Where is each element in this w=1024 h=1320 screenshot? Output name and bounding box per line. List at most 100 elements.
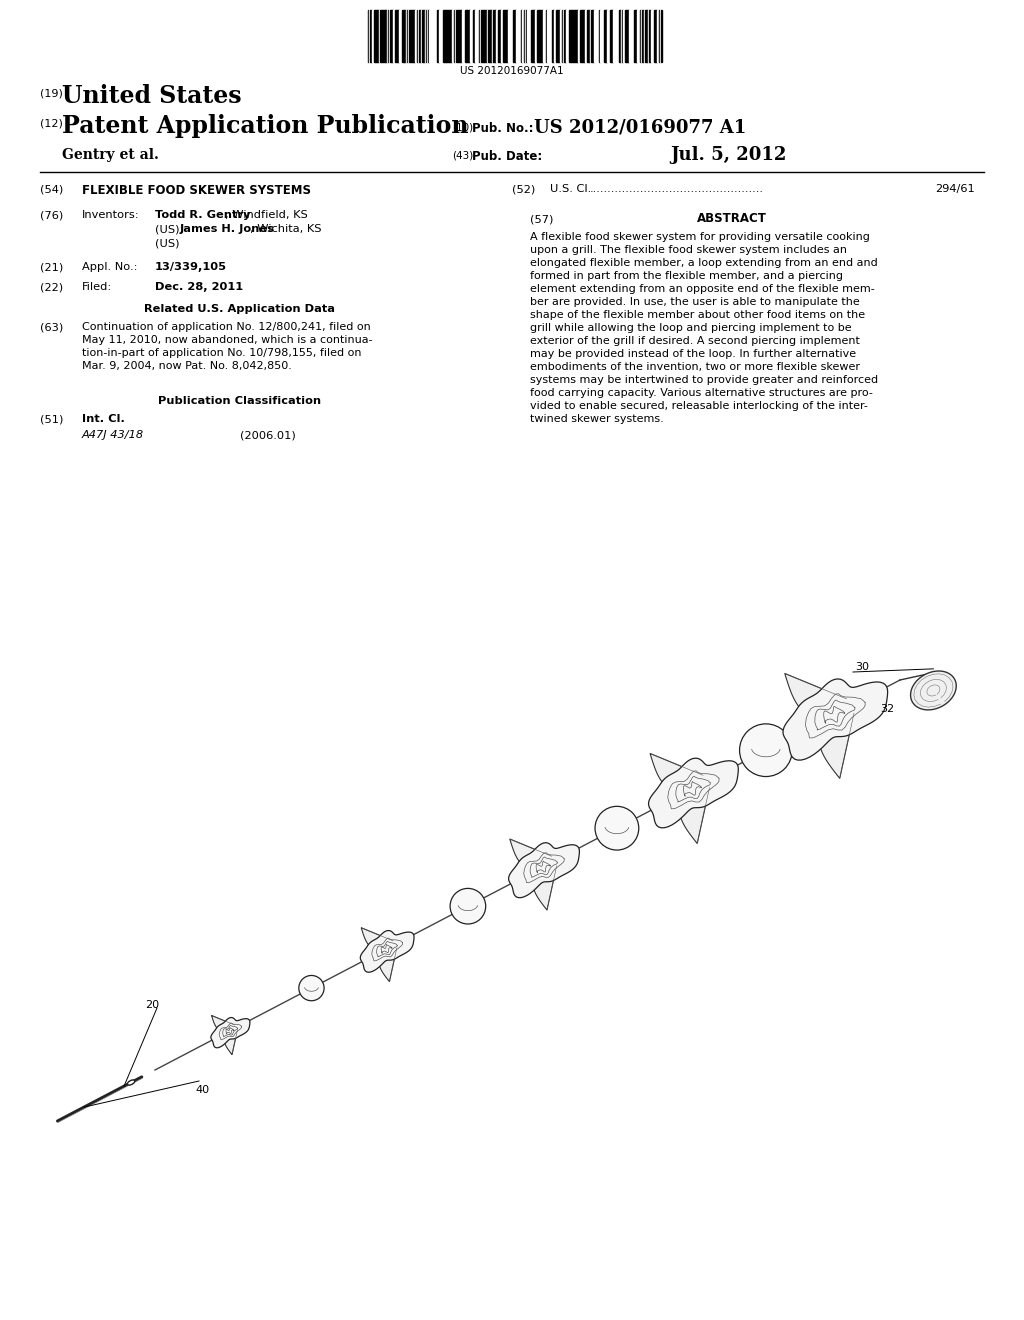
Circle shape: [595, 807, 639, 850]
Bar: [527, 11, 530, 62]
Bar: [519, 11, 521, 62]
Text: 294/61: 294/61: [935, 183, 975, 194]
Text: grill while allowing the loop and piercing implement to be: grill while allowing the loop and pierci…: [530, 323, 852, 333]
Bar: [645, 11, 647, 62]
Text: (51): (51): [40, 414, 63, 424]
Bar: [396, 11, 398, 62]
Text: 13/339,105: 13/339,105: [155, 261, 227, 272]
Text: May 11, 2010, now abandoned, which is a continua-: May 11, 2010, now abandoned, which is a …: [82, 335, 373, 345]
Text: elongated flexible member, a loop extending from an end and: elongated flexible member, a loop extend…: [530, 257, 878, 268]
Bar: [583, 11, 585, 62]
Circle shape: [451, 888, 485, 924]
Text: , Wichita, KS: , Wichita, KS: [250, 224, 322, 234]
Text: Dec. 28, 2011: Dec. 28, 2011: [155, 282, 243, 292]
Text: FLEXIBLE FOOD SKEWER SYSTEMS: FLEXIBLE FOOD SKEWER SYSTEMS: [82, 183, 311, 197]
Text: Jul. 5, 2012: Jul. 5, 2012: [670, 147, 786, 164]
Text: (52): (52): [512, 183, 536, 194]
Bar: [642, 11, 644, 62]
Text: Pub. No.:: Pub. No.:: [472, 121, 534, 135]
Bar: [651, 11, 654, 62]
Bar: [566, 11, 568, 62]
Text: may be provided instead of the loop. In further alternative: may be provided instead of the loop. In …: [530, 348, 856, 359]
Text: US 20120169077A1: US 20120169077A1: [460, 66, 564, 77]
Polygon shape: [379, 945, 397, 982]
Text: (54): (54): [40, 183, 63, 194]
Bar: [489, 11, 490, 62]
Bar: [517, 11, 519, 62]
Text: Patent Application Publication: Patent Application Publication: [62, 114, 469, 139]
Polygon shape: [819, 708, 855, 779]
Text: (2006.01): (2006.01): [240, 430, 296, 440]
Text: (19): (19): [40, 88, 62, 98]
Bar: [573, 11, 575, 62]
Bar: [429, 11, 431, 62]
Bar: [449, 11, 452, 62]
Text: (63): (63): [40, 322, 63, 333]
Text: exterior of the grill if desired. A second piercing implement: exterior of the grill if desired. A seco…: [530, 337, 860, 346]
Text: Related U.S. Application Data: Related U.S. Application Data: [144, 304, 336, 314]
Text: United States: United States: [62, 84, 242, 108]
Text: element extending from an opposite end of the flexible mem-: element extending from an opposite end o…: [530, 284, 874, 294]
Bar: [587, 11, 590, 62]
Bar: [482, 11, 484, 62]
Text: shape of the flexible member about other food items on the: shape of the flexible member about other…: [530, 310, 865, 319]
Bar: [456, 11, 458, 62]
Bar: [496, 11, 498, 62]
Bar: [600, 11, 603, 62]
Text: ................................................: ........................................…: [590, 183, 764, 194]
Bar: [382, 11, 385, 62]
Bar: [513, 11, 516, 62]
Bar: [439, 11, 441, 62]
Bar: [415, 11, 417, 62]
Polygon shape: [211, 1018, 250, 1048]
Text: tion-in-part of application No. 10/798,155, filed on: tion-in-part of application No. 10/798,1…: [82, 348, 361, 358]
Text: US 2012/0169077 A1: US 2012/0169077 A1: [534, 117, 746, 136]
Text: (57): (57): [530, 215, 553, 224]
Text: James H. Jones: James H. Jones: [180, 224, 274, 234]
Text: vided to enable secured, releasable interlocking of the inter-: vided to enable secured, releasable inte…: [530, 401, 868, 411]
Bar: [370, 11, 372, 62]
Bar: [547, 11, 550, 62]
Bar: [404, 11, 406, 62]
Bar: [419, 11, 421, 62]
Bar: [629, 11, 632, 62]
Text: (US);: (US);: [155, 224, 187, 234]
Bar: [399, 11, 402, 62]
Polygon shape: [534, 862, 557, 909]
Text: , Windfield, KS: , Windfield, KS: [225, 210, 308, 220]
Text: 30: 30: [855, 663, 869, 672]
Bar: [596, 11, 598, 62]
Bar: [510, 11, 513, 62]
Polygon shape: [224, 1028, 238, 1055]
Text: A47J 43/18: A47J 43/18: [82, 430, 144, 440]
Bar: [632, 11, 634, 62]
Bar: [571, 11, 573, 62]
Ellipse shape: [127, 1080, 135, 1085]
Bar: [484, 11, 487, 62]
Bar: [540, 11, 543, 62]
Bar: [501, 11, 503, 62]
Polygon shape: [212, 1015, 237, 1031]
Bar: [592, 11, 594, 62]
Text: (21): (21): [40, 261, 63, 272]
Text: (US): (US): [155, 238, 179, 248]
Polygon shape: [510, 840, 555, 867]
Bar: [452, 11, 454, 62]
Text: (76): (76): [40, 210, 63, 220]
Polygon shape: [680, 783, 711, 843]
Bar: [393, 11, 395, 62]
Bar: [544, 11, 546, 62]
Bar: [506, 11, 508, 62]
Circle shape: [299, 975, 324, 1001]
Text: U.S. Cl.: U.S. Cl.: [550, 183, 591, 194]
Polygon shape: [360, 931, 414, 973]
Text: Inventors:: Inventors:: [82, 210, 139, 220]
Bar: [410, 11, 412, 62]
Polygon shape: [783, 678, 888, 760]
Polygon shape: [648, 758, 738, 828]
Text: A flexible food skewer system for providing versatile cooking: A flexible food skewer system for provid…: [530, 232, 869, 242]
Text: formed in part from the flexible member, and a piercing: formed in part from the flexible member,…: [530, 271, 843, 281]
Bar: [445, 11, 447, 62]
Text: twined skewer systems.: twined skewer systems.: [530, 414, 664, 424]
Bar: [508, 11, 510, 62]
